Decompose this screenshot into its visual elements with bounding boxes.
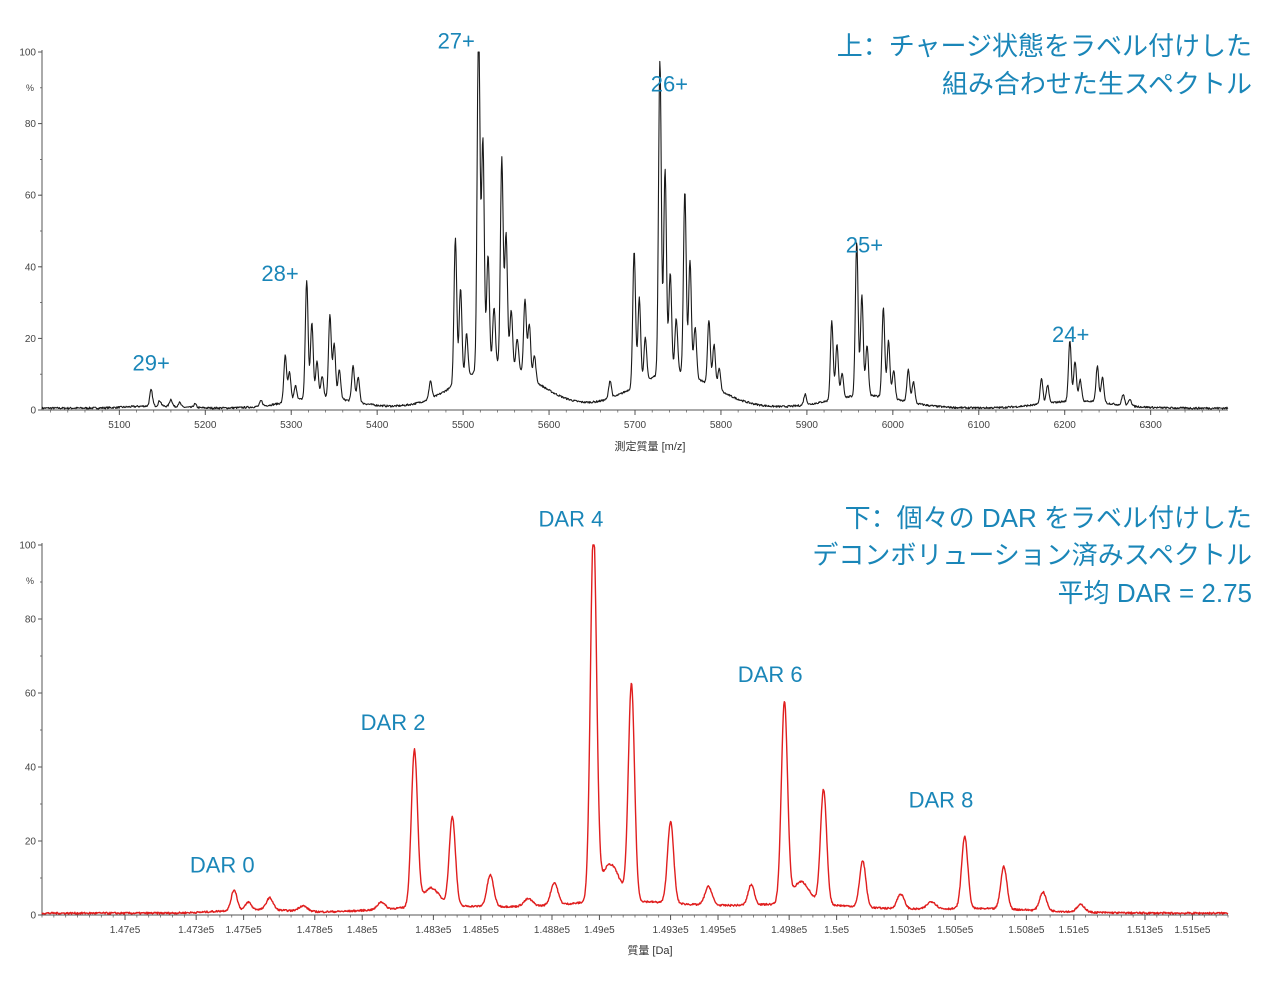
deconvoluted-spectrum-line — [41, 544, 1229, 915]
y-tick-label: 80 — [25, 615, 37, 626]
x-tick-label: 1.493e5 — [653, 925, 690, 936]
x-tick-label: 1.513e5 — [1127, 925, 1164, 936]
raw-y-unit: % — [26, 83, 34, 93]
y-tick-label: 0 — [30, 406, 36, 417]
peak-label: 24+ — [1052, 322, 1089, 347]
x-tick-label: 1.498e5 — [771, 925, 808, 936]
x-tick-label: 1.515e5 — [1174, 925, 1211, 936]
raw-x-axis: 5100 5200 5300 5400 5500 5600 5700 5800 5900 6000… — [42, 409, 1228, 431]
y-tick-label: 80 — [25, 119, 37, 130]
x-tick-label: 5900 — [796, 420, 819, 431]
x-tick-label: 5400 — [366, 420, 389, 431]
peak-label: DAR 4 — [539, 507, 604, 532]
y-tick-label: 0 — [30, 911, 36, 922]
deconvoluted-x-axis-title: 質量 [Da] — [627, 943, 672, 957]
x-tick-label: 5500 — [452, 420, 475, 431]
raw-spectrum-line — [41, 51, 1229, 410]
x-tick-label: 6300 — [1140, 420, 1163, 431]
peak-label: DAR 8 — [909, 788, 974, 813]
y-tick-label: 20 — [25, 837, 37, 848]
x-tick-label: 6200 — [1054, 420, 1077, 431]
x-tick-label: 1.503e5 — [890, 925, 927, 936]
x-tick-label: 1.51e5 — [1059, 925, 1090, 936]
y-tick-label: 20 — [25, 334, 37, 345]
x-tick-label: 5100 — [108, 420, 131, 431]
peak-label: 28+ — [261, 261, 298, 286]
raw-x-axis-title: 測定質量 [m/z] — [615, 439, 686, 453]
x-tick-label: 1.488e5 — [534, 925, 571, 936]
x-tick-label: 6100 — [968, 420, 991, 431]
raw-y-axis: 0 20 40 60 80 100 — [19, 48, 43, 417]
deconvoluted-y-axis: 0 20 40 60 80 100 — [19, 541, 43, 922]
x-tick-label: 1.485e5 — [463, 925, 500, 936]
x-tick-label: 5300 — [280, 420, 303, 431]
x-tick-label: 5800 — [710, 420, 733, 431]
charge-state-labels: 29+ 28+ 27+ 26+ 25+ 24+ — [132, 28, 1089, 375]
dar-labels: DAR 0 DAR 2 DAR 4 DAR 6 DAR 8 — [190, 507, 974, 878]
y-tick-label: 100 — [19, 48, 36, 59]
x-tick-label: 1.475e5 — [226, 925, 263, 936]
x-tick-label: 1.495e5 — [700, 925, 737, 936]
x-tick-label: 1.47e5 — [110, 925, 141, 936]
x-tick-label: 1.48e5 — [347, 925, 378, 936]
raw-annotation-line-1: 上：チャージ状態をラベル付けした — [837, 31, 1252, 61]
y-tick-label: 40 — [25, 763, 37, 774]
x-tick-label: 1.505e5 — [937, 925, 974, 936]
deconvoluted-annotation-line-1: 下：個々の DAR をラベル付けした — [845, 503, 1252, 533]
peak-label: 26+ — [651, 71, 688, 96]
peak-label: 29+ — [132, 351, 169, 376]
x-tick-label: 1.5e5 — [824, 925, 849, 936]
x-tick-label: 5600 — [538, 420, 561, 431]
y-tick-label: 60 — [25, 689, 37, 700]
x-tick-label: 5700 — [624, 420, 647, 431]
peak-label: DAR 0 — [190, 852, 255, 877]
deconvoluted-annotation-line-3: 平均 DAR = 2.75 — [1058, 578, 1252, 608]
deconvoluted-y-unit: % — [26, 576, 34, 586]
x-tick-label: 1.483e5 — [415, 925, 452, 936]
x-tick-label: 1.508e5 — [1008, 925, 1045, 936]
x-tick-label: 5200 — [194, 420, 217, 431]
deconvoluted-annotation-line-2: デコンボリューション済みスペクトル — [812, 540, 1252, 570]
x-tick-label: 1.478e5 — [297, 925, 334, 936]
deconvoluted-x-axis: 1.47e5 1.473e5 1.475e5 1.478e5 1.48e5 1.483e5… — [41, 914, 1229, 936]
y-tick-label: 100 — [19, 541, 36, 552]
x-tick-label: 1.473e5 — [178, 925, 215, 936]
peak-label: DAR 6 — [738, 662, 803, 687]
peak-label: 25+ — [846, 232, 883, 257]
peak-label: DAR 2 — [361, 710, 426, 735]
raw-annotation-line-2: 組み合わせた生スペクトル — [942, 69, 1252, 99]
y-tick-label: 40 — [25, 262, 37, 273]
x-tick-label: 6000 — [882, 420, 905, 431]
y-tick-label: 60 — [25, 191, 37, 202]
x-tick-label: 1.49e5 — [584, 925, 615, 936]
deconvoluted-spectrum-panel: 0 20 40 60 80 100 % 1.47e5 1.473e5 1.475e5 1.478… — [19, 503, 1252, 957]
peak-label: 27+ — [438, 28, 475, 53]
